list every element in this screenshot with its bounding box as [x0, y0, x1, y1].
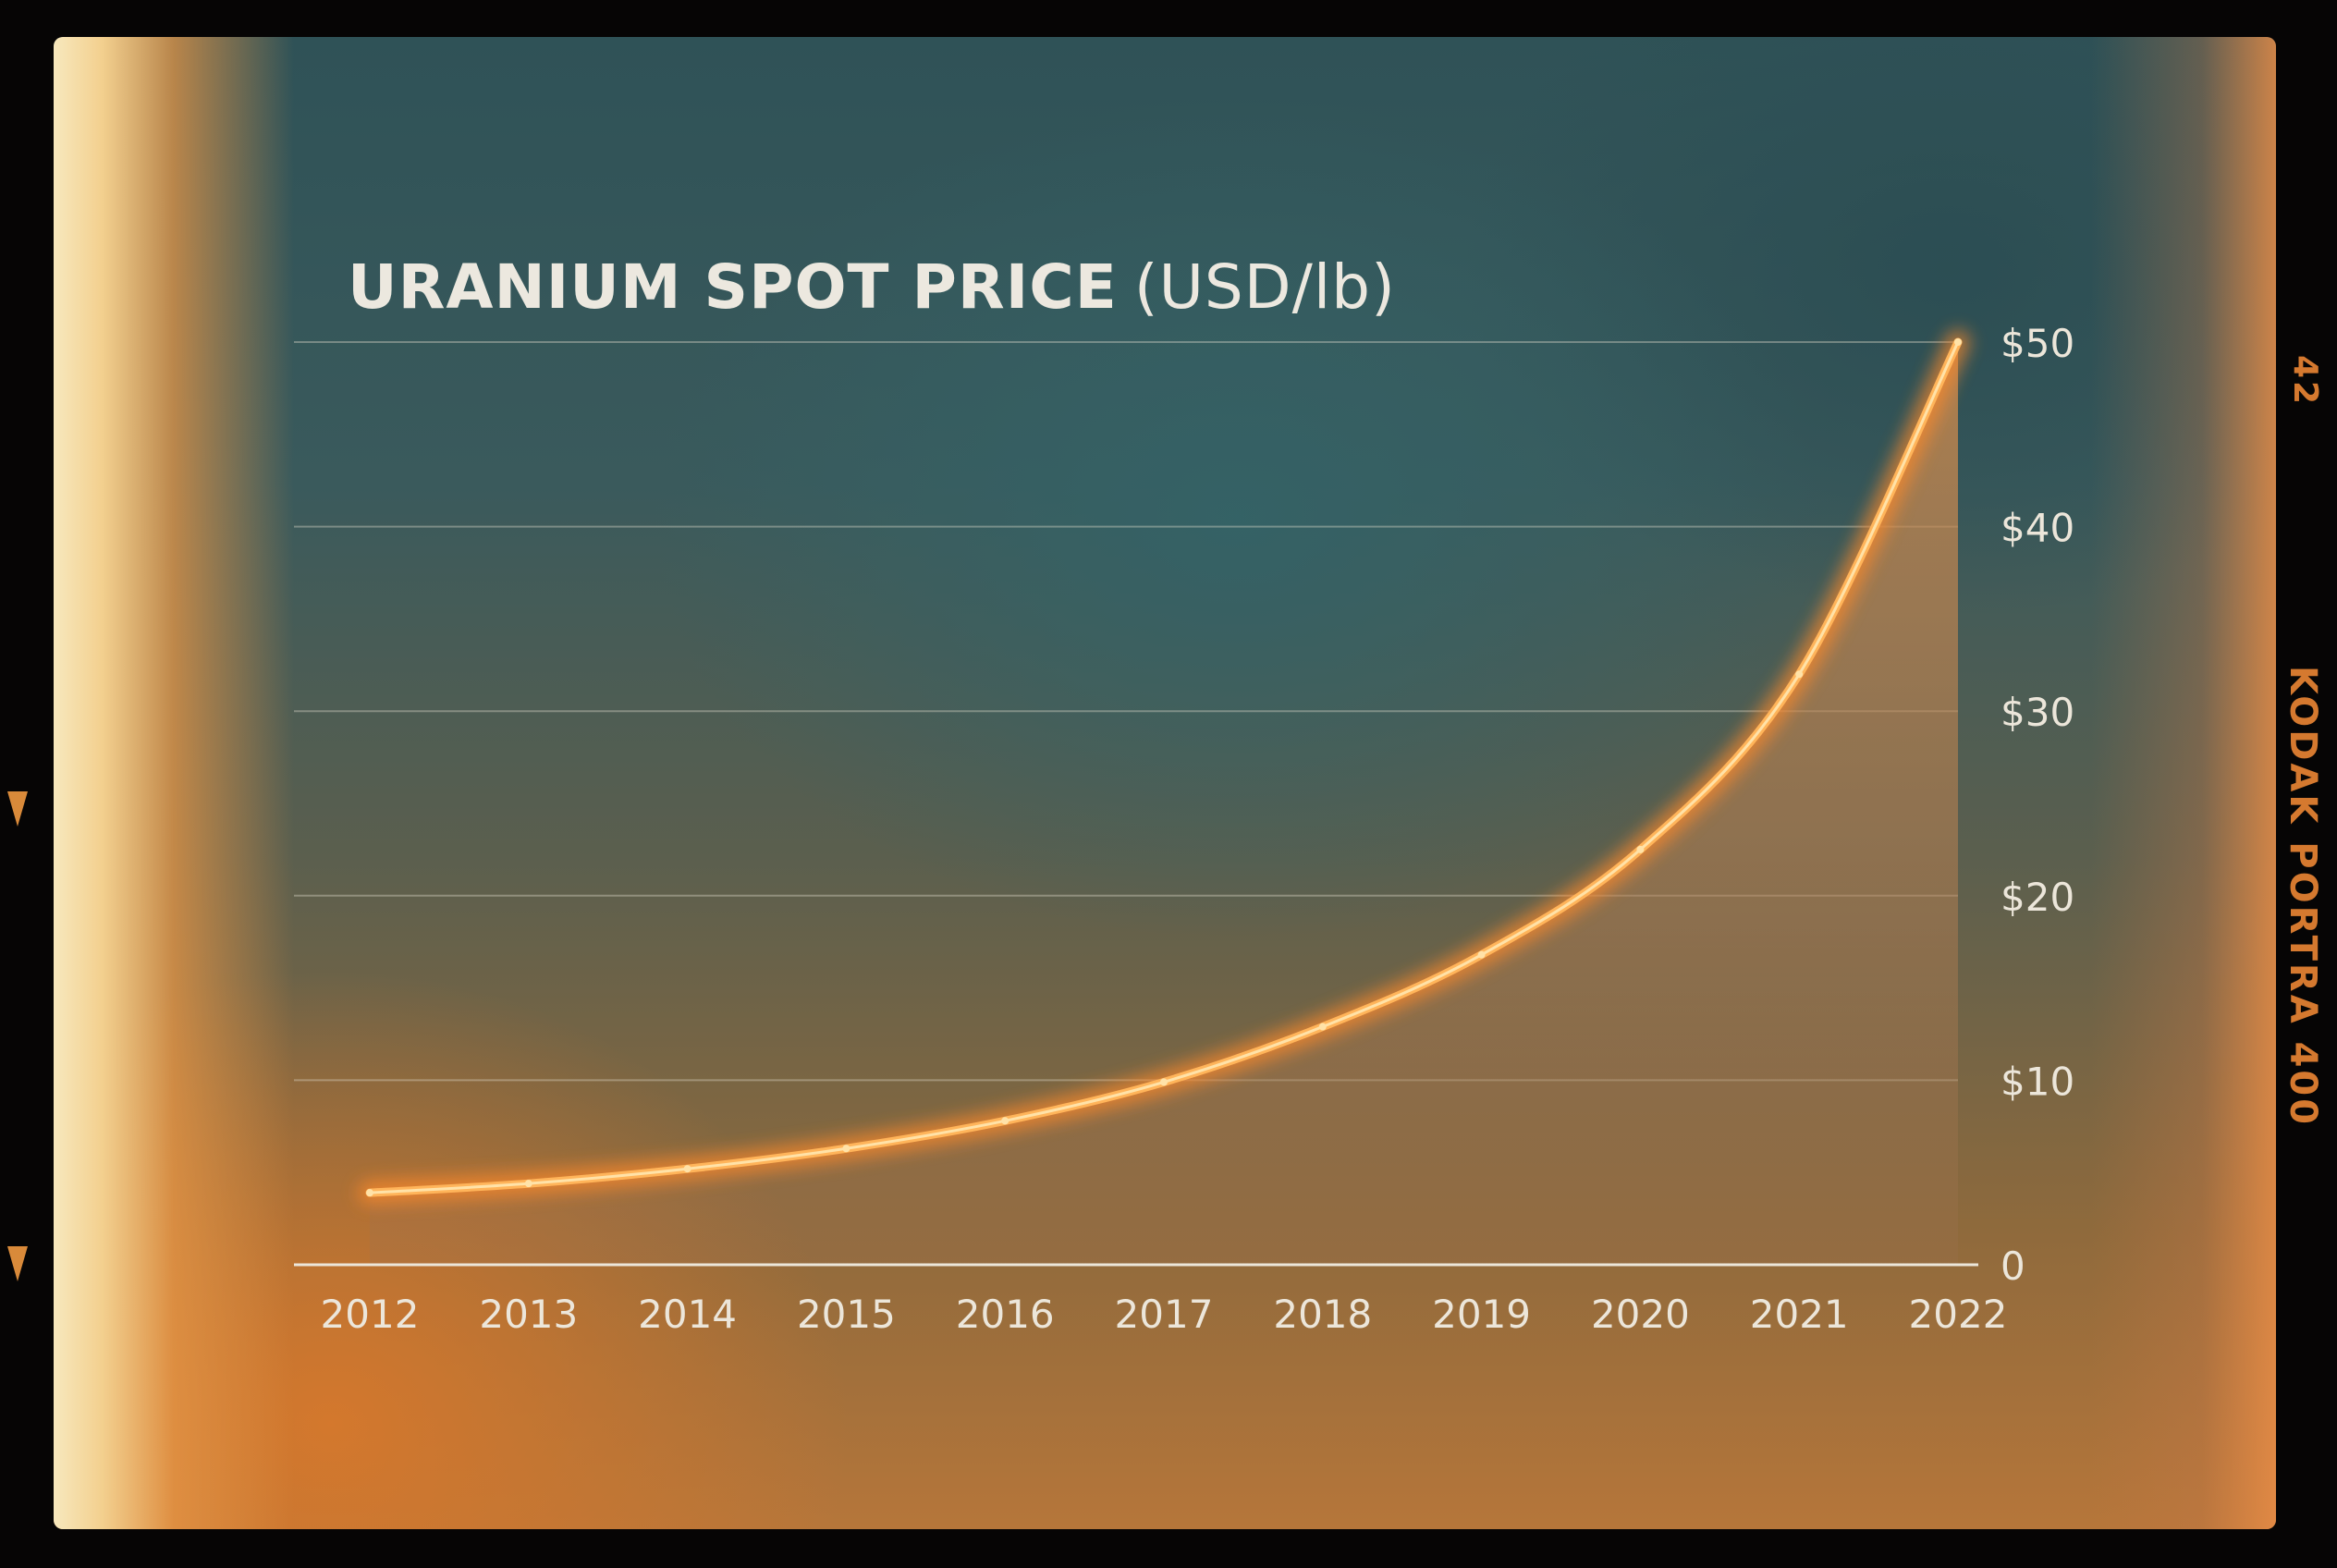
- y-tick-label: $20: [2001, 875, 2074, 920]
- x-tick-label: 2022: [1909, 1292, 2008, 1337]
- area-fill-layer: [370, 342, 1958, 1265]
- data-point: [842, 1145, 850, 1153]
- area-fill: [370, 342, 1958, 1265]
- x-tick-label: 2015: [797, 1292, 896, 1337]
- data-point: [366, 1189, 373, 1197]
- series-line-core: [368, 340, 1960, 1194]
- x-tick-label: 2017: [1115, 1292, 1214, 1337]
- y-tick-label: 0: [2001, 1243, 2025, 1289]
- x-tick-label: 2013: [479, 1292, 578, 1337]
- data-point: [1001, 1117, 1009, 1125]
- data-point: [1636, 845, 1645, 853]
- x-tick-label: 2018: [1273, 1292, 1372, 1337]
- chart-title-main: URANIUM SPOT PRICE: [348, 251, 1118, 323]
- data-point: [683, 1165, 691, 1173]
- sprocket-marker-lower: [7, 1246, 28, 1281]
- x-tick-label: 2016: [956, 1292, 1055, 1337]
- light-leak-left: [54, 37, 294, 1529]
- data-point: [1954, 338, 1962, 346]
- sprocket-marker-upper: [7, 791, 28, 827]
- data-point: [524, 1180, 532, 1188]
- x-tick-labels: 2012 2013 2014 2015 2016 2017 2018 2019 2020 2021…: [321, 1292, 2008, 1337]
- data-point: [1477, 950, 1486, 959]
- y-tick-label: $50: [2001, 321, 2074, 366]
- y-tick-label: $30: [2001, 690, 2074, 735]
- light-leak-right: [2091, 37, 2276, 1529]
- x-tick-label: 2014: [638, 1292, 737, 1337]
- data-points-layer: [366, 338, 1962, 1197]
- data-point: [1318, 1023, 1327, 1031]
- data-point: [1160, 1078, 1168, 1086]
- y-tick-label: $40: [2001, 506, 2074, 551]
- data-point: [1795, 670, 1804, 679]
- x-tick-label: 2020: [1591, 1292, 1690, 1337]
- x-tick-label: 2019: [1432, 1292, 1531, 1337]
- y-tick-labels: 0 $10 $20 $30 $40 $50: [2001, 321, 2074, 1289]
- y-tick-label: $10: [2001, 1059, 2074, 1104]
- series-line-layer: [358, 330, 1970, 1206]
- chart-title-unit: (USD/lb): [1133, 251, 1396, 323]
- x-tick-label: 2012: [321, 1292, 420, 1337]
- x-tick-label: 2021: [1750, 1292, 1849, 1337]
- chart-title: URANIUM SPOT PRICE (USD/lb): [348, 251, 1396, 323]
